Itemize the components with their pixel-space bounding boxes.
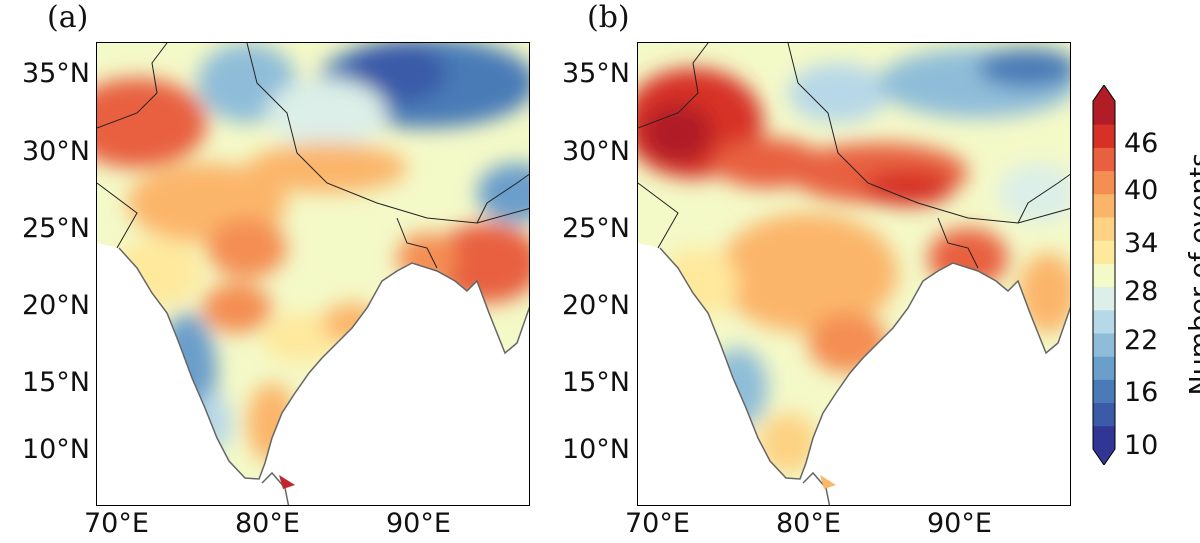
lat-tick-25-b: 25°N [561,213,630,244]
panel-label-a: (a) [47,0,89,35]
colorbar-step [1093,101,1115,125]
lon-tick-70-a: 70°E [84,508,149,539]
colorbar-step [1093,425,1115,450]
colorbar-tick-34: 34 [1124,228,1159,259]
colorbar [1092,85,1116,465]
lon-tick-90-b: 90°E [927,508,992,539]
lon-tick-90-a: 90°E [386,508,451,539]
colorbar-step [1093,402,1115,427]
colorbar-step [1093,217,1115,241]
colorbar-extend-min [1093,449,1115,465]
colorbar-step [1093,240,1115,264]
map-panel-b [637,42,1071,506]
lat-tick-25-a: 25°N [21,213,90,244]
colorbar-tick-28: 28 [1124,276,1159,307]
lon-tick-80-a: 80°E [235,508,300,539]
lat-tick-10-a: 10°N [21,434,90,465]
panel-label-b: (b) [587,0,630,35]
colorbar-tick-40: 40 [1124,175,1159,206]
colorbar-step [1093,379,1115,404]
colorbar-outline [1092,85,1116,465]
colorbar-step [1093,124,1115,148]
colorbar-step [1093,193,1115,218]
lon-tick-70-b: 70°E [625,508,690,539]
heatmap-a [97,43,529,505]
colorbar-extend-max [1093,85,1115,101]
lat-tick-35-b: 35°N [561,58,630,89]
lat-tick-10-b: 10°N [561,434,630,465]
colorbar-step [1093,170,1115,195]
lat-tick-15-a: 15°N [21,367,90,398]
lon-tick-80-b: 80°E [776,508,841,539]
lat-tick-30-a: 30°N [21,136,90,167]
lat-tick-20-b: 20°N [561,290,630,321]
colorbar-step [1093,147,1115,172]
colorbar-step [1093,356,1115,380]
colorbar-step [1093,263,1115,288]
lat-tick-20-a: 20°N [21,290,90,321]
lat-tick-30-b: 30°N [561,136,630,167]
colorbar-step [1093,286,1115,311]
lat-tick-15-b: 15°N [561,367,630,398]
colorbar-tick-22: 22 [1124,325,1159,356]
colorbar-step [1093,309,1115,334]
heatmap-b [638,43,1070,505]
lat-tick-35-a: 35°N [21,58,90,89]
colorbar-tick-46: 46 [1124,128,1159,159]
colorbar-step [1093,333,1115,357]
colorbar-tick-16: 16 [1124,377,1159,408]
colorbar-label: Number of events [1184,152,1200,396]
colorbar-tick-10: 10 [1124,430,1159,461]
map-panel-a [96,42,530,506]
